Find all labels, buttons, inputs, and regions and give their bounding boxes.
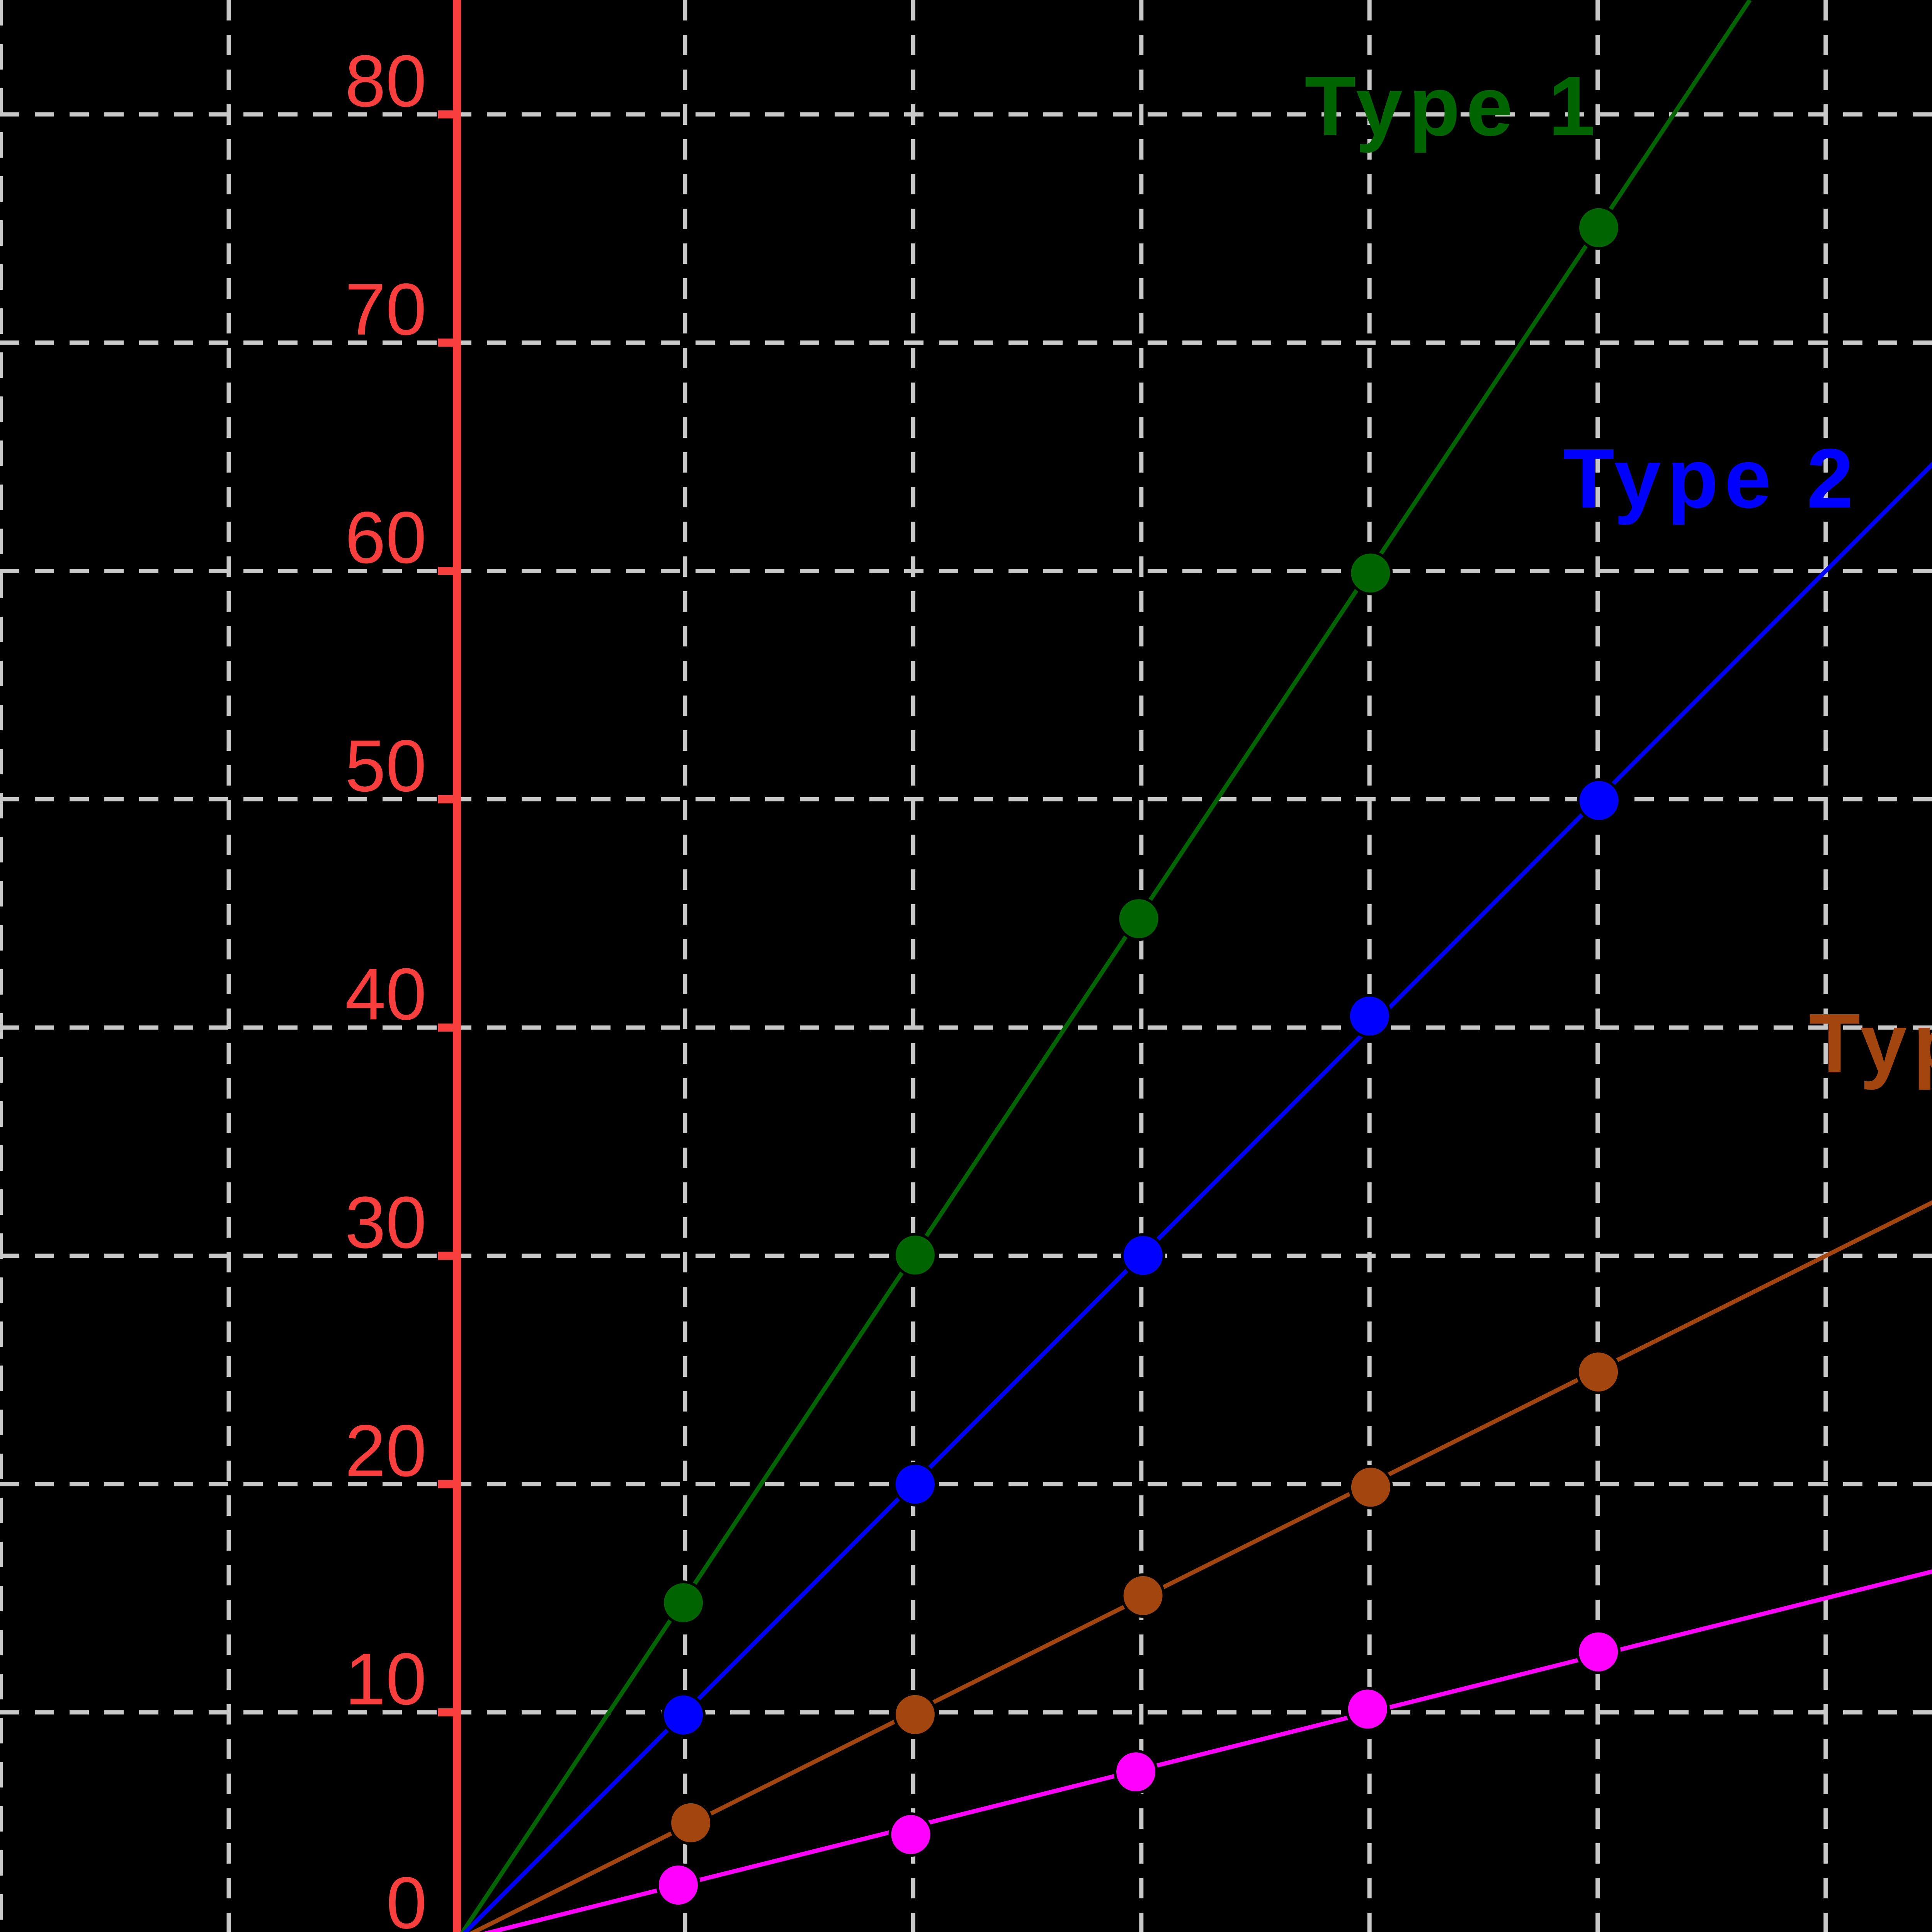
svg-text:80: 80 (345, 40, 427, 122)
svg-text:30: 30 (345, 1182, 427, 1264)
svg-text:20: 20 (345, 1410, 427, 1492)
svg-text:Type 1: Type 1 (1304, 60, 1601, 153)
svg-text:10: 10 (345, 1638, 427, 1720)
svg-text:40: 40 (345, 953, 427, 1035)
svg-text:0: 0 (386, 1862, 427, 1932)
svg-text:Type 2: Type 2 (1563, 432, 1859, 526)
svg-text:70: 70 (345, 269, 427, 350)
svg-text:Type 3: Type 3 (1809, 997, 1932, 1090)
svg-text:60: 60 (345, 497, 427, 579)
svg-text:50: 50 (345, 725, 427, 807)
